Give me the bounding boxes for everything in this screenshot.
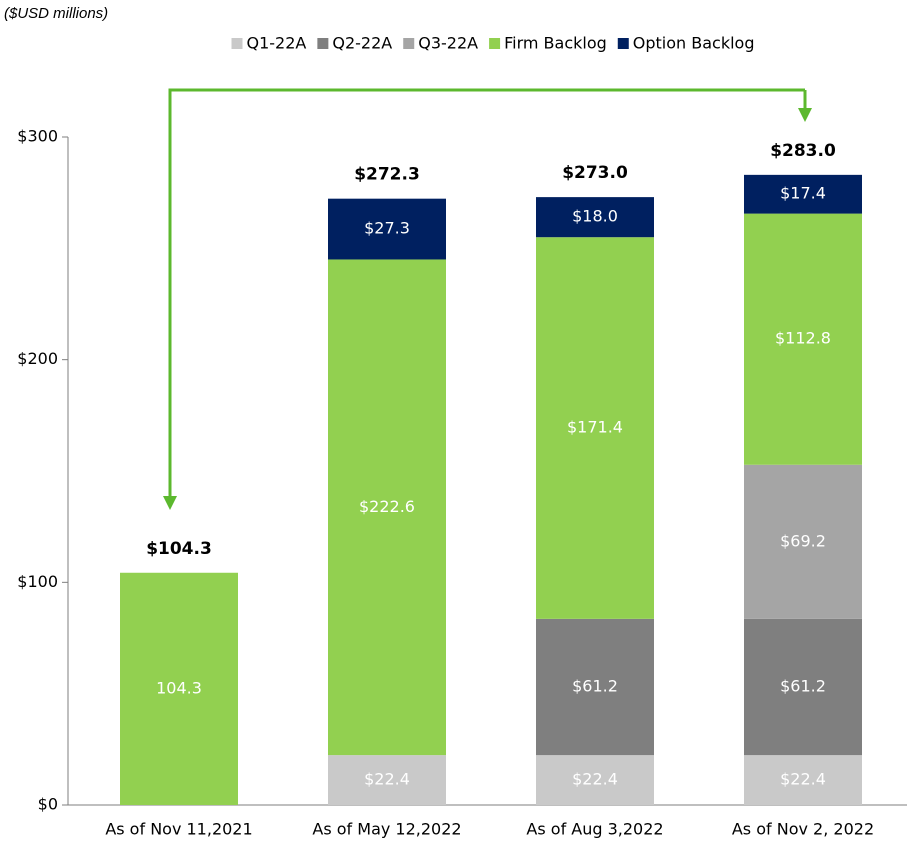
data-label: 104.3 (156, 678, 202, 697)
legend-swatch (617, 38, 629, 49)
data-label: $61.2 (572, 676, 618, 695)
bar-segment (328, 755, 446, 805)
legend-label: Q2-22A (332, 34, 392, 53)
data-label: $17.4 (780, 184, 826, 203)
data-label: $18.0 (572, 207, 618, 226)
bar-segment (328, 198, 446, 260)
bar-segment (536, 755, 654, 805)
bar-segment (536, 237, 654, 619)
data-label: $27.3 (364, 219, 410, 238)
bar-segment (744, 174, 862, 214)
total-label: $104.3 (146, 539, 212, 559)
bar-segment (536, 618, 654, 756)
legend-label: Option Backlog (633, 34, 755, 53)
y-tick-label: $0 (38, 795, 58, 814)
bar-segment (744, 755, 862, 805)
legend-label: Firm Backlog (504, 34, 607, 53)
total-label: $283.0 (770, 141, 836, 161)
total-label: $272.3 (354, 165, 420, 185)
bar-segment (536, 197, 654, 238)
legend-swatch (403, 38, 415, 49)
legend-swatch (489, 38, 501, 49)
data-label: $22.4 (572, 770, 618, 789)
legend-swatch (231, 38, 243, 49)
bar-segment (328, 259, 446, 756)
x-tick-label: As of May 12,2022 (312, 820, 461, 839)
bar-segment (744, 464, 862, 619)
bar-segment (120, 572, 238, 805)
legend-swatch (317, 38, 329, 49)
y-tick-label: $300 (17, 127, 58, 146)
legend-label: Q3-22A (418, 34, 478, 53)
data-label: $69.2 (780, 531, 826, 550)
legend-label: Q1-22A (247, 34, 307, 53)
chart-subtitle: ($USD millions) (4, 5, 108, 22)
bar-segment (744, 618, 862, 756)
x-tick-label: As of Aug 3,2022 (526, 820, 663, 839)
y-tick-label: $100 (17, 572, 58, 591)
data-label: $22.4 (780, 770, 826, 789)
x-tick-label: As of Nov 11,2021 (105, 820, 252, 839)
y-tick-label: $200 (17, 349, 58, 368)
x-tick-label: As of Nov 2, 2022 (732, 820, 874, 839)
connector-arrow (163, 88, 812, 510)
data-label: $222.6 (359, 497, 415, 516)
total-label: $273.0 (562, 163, 628, 183)
data-label: $22.4 (364, 770, 410, 789)
data-label: $112.8 (775, 329, 831, 348)
data-label: $171.4 (567, 418, 623, 437)
data-label: $61.2 (780, 676, 826, 695)
bar-segment (744, 213, 862, 465)
